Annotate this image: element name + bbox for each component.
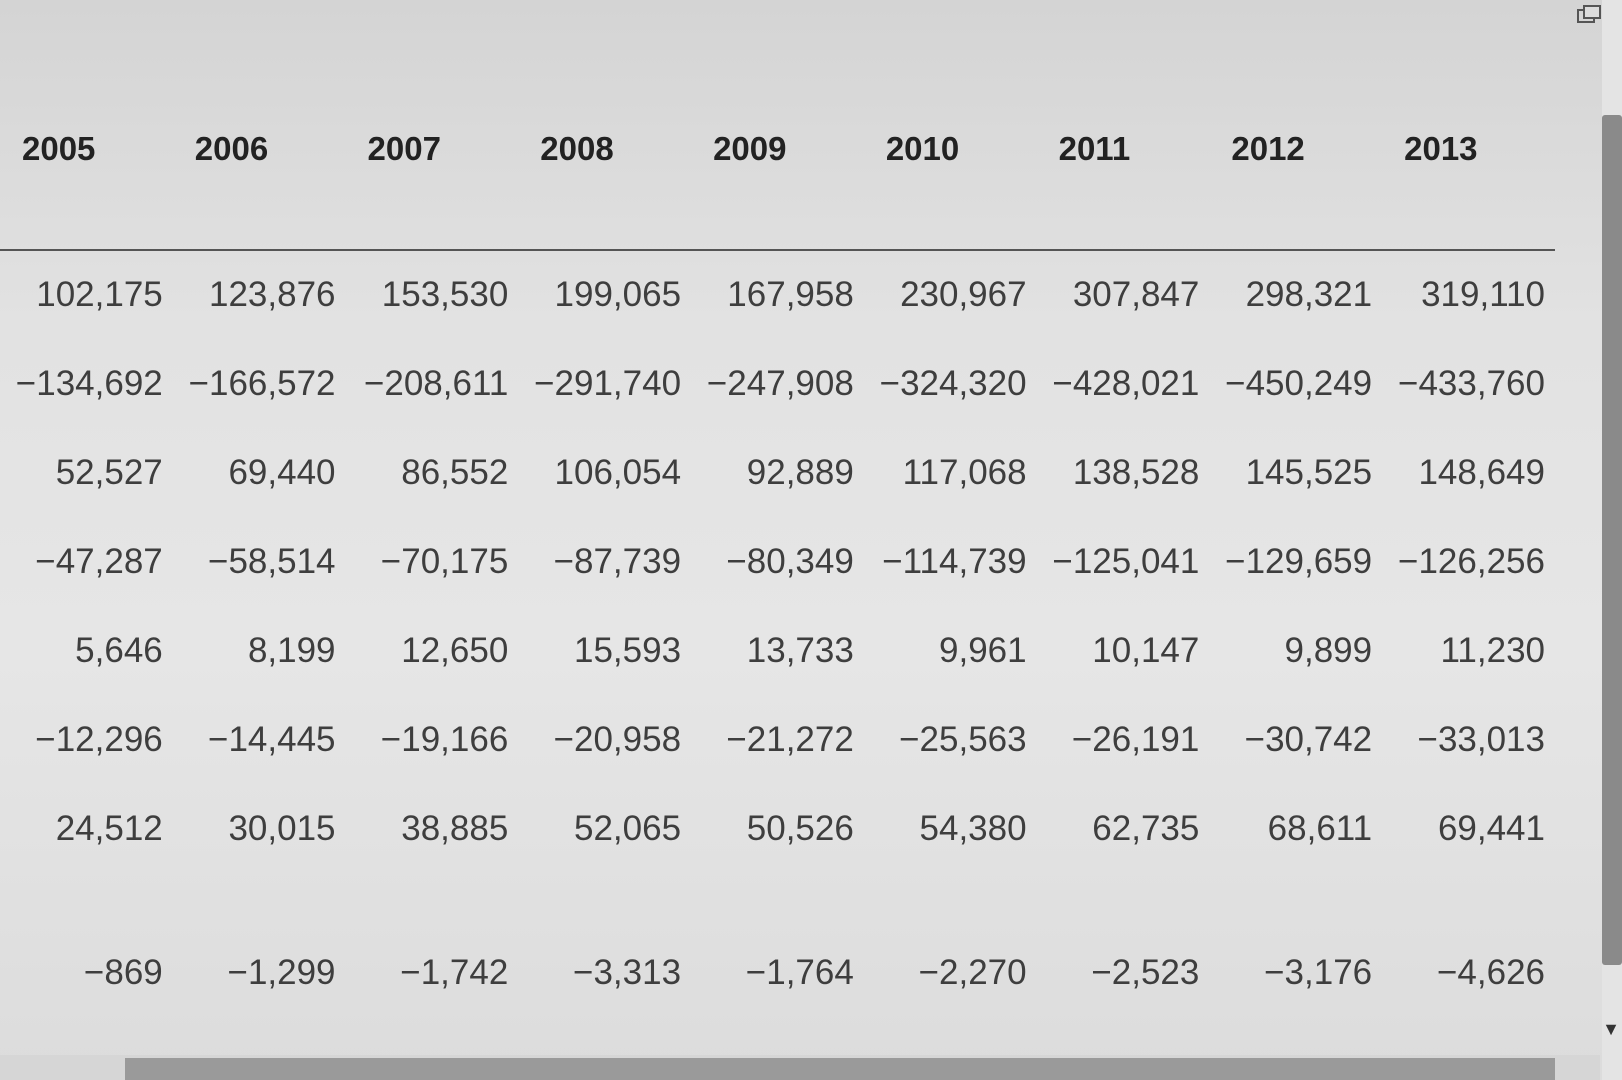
table-cell: −433,760 bbox=[1398, 363, 1545, 403]
table-cell: 123,876 bbox=[209, 275, 336, 314]
table-cell: −12,296 bbox=[35, 719, 163, 759]
table-cell: 15,593 bbox=[574, 630, 682, 670]
table-cell: −166,572 bbox=[188, 363, 336, 403]
table-cell: 24,512 bbox=[55, 808, 163, 848]
data-table: 2005 2006 2007 2008 2009 2010 2011 2012 … bbox=[0, 100, 1555, 1033]
table-cell: −14,445 bbox=[208, 719, 336, 759]
table-cell: 11,230 bbox=[1440, 630, 1545, 670]
table-cell: −20,958 bbox=[553, 719, 682, 759]
table-cell: −134,692 bbox=[15, 363, 163, 403]
table-cell: 117,068 bbox=[902, 452, 1027, 492]
table-cell: −4,626 bbox=[1436, 953, 1545, 992]
table-row: 24,512 30,015 38,885 52,065 50,526 54,38… bbox=[0, 784, 1555, 873]
table-row: 52,527 69,440 86,552 106,054 92,889 117,… bbox=[0, 428, 1555, 517]
table-cell: −58,514 bbox=[208, 541, 336, 581]
table-cell: −19,166 bbox=[380, 719, 509, 759]
year-header: 2007 bbox=[345, 100, 519, 251]
year-header: 2012 bbox=[1209, 100, 1383, 251]
table-cell: −291,740 bbox=[534, 363, 682, 403]
table-cell: 52,527 bbox=[55, 452, 163, 492]
chevron-down-icon[interactable]: ▼ bbox=[1602, 1019, 1620, 1039]
table-cell: −2,270 bbox=[918, 953, 1027, 992]
table-cell: −70,175 bbox=[380, 541, 509, 581]
table-row: −12,296 −14,445 −19,166 −20,958 −21,272 … bbox=[0, 695, 1555, 784]
table-cell: 138,528 bbox=[1072, 452, 1200, 492]
table-cell: 38,885 bbox=[401, 808, 509, 848]
table-cell: 298,321 bbox=[1245, 275, 1373, 314]
table-cell: −33,013 bbox=[1417, 719, 1546, 759]
table-cell: −869 bbox=[83, 953, 163, 992]
table-cell: 153,530 bbox=[381, 275, 509, 314]
horizontal-scroll-thumb[interactable] bbox=[125, 1058, 1555, 1080]
table-cell: −126,256 bbox=[1398, 541, 1545, 581]
table-viewport: 2005 2006 2007 2008 2009 2010 2011 2012 … bbox=[0, 100, 1555, 1033]
table-cell: 102,175 bbox=[36, 275, 163, 314]
table-cell: −208,611 bbox=[363, 363, 509, 403]
year-header: 2005 bbox=[0, 100, 173, 251]
table-cell: 230,967 bbox=[900, 275, 1027, 314]
table-cell: 86,552 bbox=[401, 452, 509, 492]
table-cell: 52,065 bbox=[574, 808, 682, 848]
restore-window-icon[interactable] bbox=[1576, 4, 1602, 26]
table-cell: 92,889 bbox=[746, 452, 854, 492]
table-cell: −3,176 bbox=[1264, 953, 1373, 992]
table-cell: −80,349 bbox=[726, 541, 854, 581]
table-cell: −2,523 bbox=[1091, 953, 1200, 992]
table-cell: 8,199 bbox=[247, 630, 336, 670]
table-cell: −47,287 bbox=[35, 541, 163, 581]
table-cell: 30,015 bbox=[228, 808, 336, 848]
table-cell: −1,764 bbox=[745, 953, 854, 992]
table-cell: 148,649 bbox=[1418, 452, 1545, 492]
table-cell: 62,735 bbox=[1092, 808, 1200, 848]
table-cell: 54,380 bbox=[919, 808, 1027, 848]
table-cell: 199,065 bbox=[554, 275, 682, 314]
table-cell: −125,041 bbox=[1052, 541, 1200, 581]
year-header: 2013 bbox=[1382, 100, 1555, 251]
table-cell: 9,961 bbox=[939, 630, 1027, 670]
table-cell: 319,110 bbox=[1421, 275, 1545, 314]
table-cell: 69,441 bbox=[1437, 808, 1545, 848]
table-cell: −1,742 bbox=[400, 953, 509, 992]
year-header: 2010 bbox=[863, 100, 1037, 251]
table-cell: −1,299 bbox=[227, 953, 336, 992]
table-cell: −25,563 bbox=[899, 719, 1027, 759]
table-cell: 69,440 bbox=[228, 452, 336, 492]
table-cell: −114,739 bbox=[882, 541, 1027, 581]
header-row: 2005 2006 2007 2008 2009 2010 2011 2012 … bbox=[0, 100, 1555, 251]
table-cell: 307,847 bbox=[1072, 275, 1200, 314]
table-row: −134,692 −166,572 −208,611 −291,740 −247… bbox=[0, 339, 1555, 428]
vertical-scroll-thumb[interactable] bbox=[1602, 115, 1622, 965]
table-cell: 13,733 bbox=[746, 630, 854, 670]
table-cell: 10,147 bbox=[1092, 630, 1200, 670]
table-cell: −247,908 bbox=[706, 363, 854, 403]
table-cell: 145,525 bbox=[1245, 452, 1373, 492]
table-cell: −129,659 bbox=[1225, 541, 1373, 581]
table-row: 5,646 8,199 12,650 15,593 13,733 9,961 1… bbox=[0, 606, 1555, 695]
table-cell: 167,958 bbox=[727, 275, 854, 314]
table-row: 102,175 123,876 153,530 199,065 167,958 … bbox=[0, 250, 1555, 339]
table-cell: −21,272 bbox=[726, 719, 854, 759]
table-cell: 5,646 bbox=[75, 630, 163, 670]
vertical-scrollbar[interactable]: ▼ bbox=[1602, 0, 1622, 1080]
table-cell: 50,526 bbox=[746, 808, 854, 848]
year-header: 2008 bbox=[518, 100, 692, 251]
table-cell: −30,742 bbox=[1244, 719, 1373, 759]
table-cell: 12,650 bbox=[401, 630, 509, 670]
table-cell: −324,320 bbox=[879, 363, 1027, 403]
table-cell: −3,313 bbox=[573, 953, 682, 992]
table-cell: −26,191 bbox=[1071, 719, 1200, 759]
horizontal-scrollbar[interactable] bbox=[0, 1055, 1600, 1080]
table-cell: −87,739 bbox=[553, 541, 682, 581]
table-cell: 106,054 bbox=[554, 452, 682, 492]
table-cell: 9,899 bbox=[1284, 630, 1373, 670]
table-row: −869 −1,299 −1,742 −3,313 −1,764 −2,270 … bbox=[0, 873, 1555, 1033]
table-row: −47,287 −58,514 −70,175 −87,739 −80,349 … bbox=[0, 517, 1555, 606]
year-header: 2009 bbox=[691, 100, 864, 251]
table-cell: −450,249 bbox=[1225, 363, 1373, 403]
table-cell: −428,021 bbox=[1052, 363, 1200, 403]
year-header: 2011 bbox=[1036, 100, 1210, 251]
table-cell: 68,611 bbox=[1267, 808, 1373, 848]
year-header: 2006 bbox=[172, 100, 346, 251]
